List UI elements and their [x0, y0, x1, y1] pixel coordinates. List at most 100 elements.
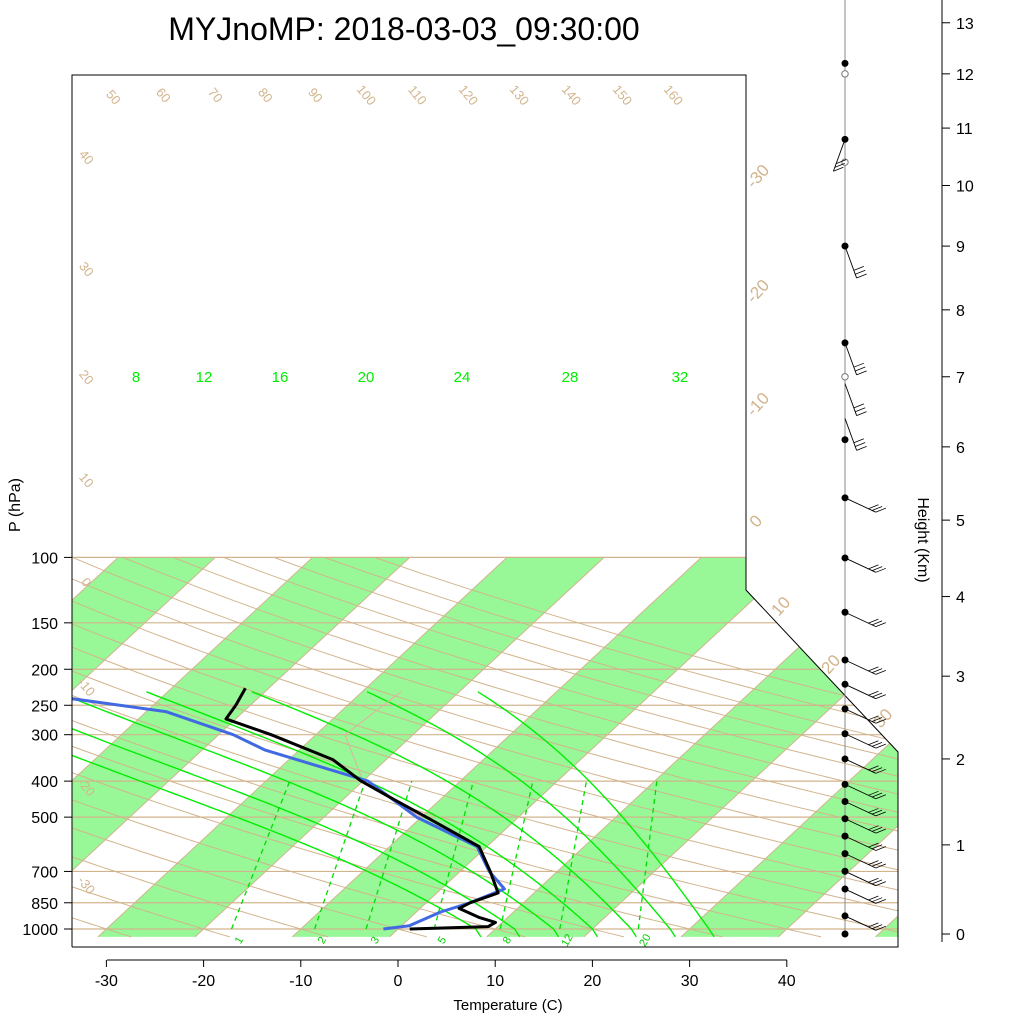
- dry-adiabat: [273, 556, 898, 938]
- moist-adiabat-label: 32: [672, 369, 689, 386]
- x-tick-label: 40: [778, 973, 796, 990]
- wind-barb-feather: [853, 362, 864, 368]
- isotherm-band: [0, 557, 21, 936]
- moist-adiabat: [146, 691, 599, 938]
- moist-adiabat: [366, 691, 676, 938]
- height-tick-label: 13: [956, 16, 974, 33]
- wind-barb-feather: [871, 742, 883, 747]
- isotherm-band: [681, 557, 898, 937]
- wind-barb-feather: [836, 159, 847, 164]
- wind-barb: [844, 497, 877, 513]
- x-tick-label: -20: [192, 973, 215, 990]
- wind-barb-feather: [871, 897, 883, 903]
- dry-adiabat: [72, 556, 898, 938]
- chart-title: MYJnoMP: 2018-03-03_09:30:00: [168, 11, 639, 47]
- wind-barb-feather: [868, 690, 879, 696]
- wind-level-dot: [841, 930, 849, 938]
- dry-adiabat-label: 160: [661, 82, 686, 108]
- wind-barb-feather: [871, 717, 883, 722]
- wind-barb-feather: [868, 790, 879, 796]
- moist-adiabat-label: 20: [358, 369, 375, 386]
- wind-barb-feather: [871, 620, 883, 626]
- y-tick-label: 200: [31, 662, 58, 679]
- y-tick-label: 250: [31, 698, 58, 715]
- mixing-ratio-label: 12: [559, 932, 576, 949]
- isotherm-line: [72, 557, 313, 938]
- wind-barb-feather: [875, 828, 886, 834]
- wind-barb-feather: [871, 861, 883, 867]
- wind-barb-feather: [868, 740, 879, 746]
- isotherm-line: [72, 557, 411, 938]
- wind-level-dot: [841, 436, 849, 444]
- dry-adiabat-label: -30: [75, 873, 99, 897]
- y-tick-label: 1000: [22, 922, 58, 939]
- wind-barb-feather: [868, 618, 879, 624]
- mixing-ratio-line: [559, 781, 588, 930]
- dry-adiabat-label: 20: [76, 367, 97, 388]
- wind-barb-feather: [875, 743, 886, 749]
- wind-barb-feather: [868, 895, 879, 901]
- moist-adiabat-label: 16: [272, 369, 289, 386]
- isotherm-label: -10: [743, 389, 774, 420]
- wind-barb-feather: [853, 265, 864, 271]
- moist-adiabat: [72, 691, 560, 938]
- x-tick-label: 20: [584, 973, 602, 990]
- height-tick-label: 8: [956, 303, 965, 320]
- dry-adiabat: [72, 556, 822, 938]
- mixing-ratio-label: 3: [369, 935, 382, 946]
- wind-barb-feather: [871, 792, 883, 798]
- wind-barb-feather: [871, 668, 883, 674]
- temperature-line: [224, 687, 500, 931]
- height-tick-label: 6: [956, 440, 965, 457]
- y-tick-label: 150: [31, 616, 58, 633]
- wind-barb-feather: [856, 370, 867, 376]
- wind-barb-feather: [853, 403, 864, 409]
- y-tick-label: 100: [31, 550, 58, 567]
- wind-barb: [844, 870, 877, 887]
- dry-adiabat: [223, 556, 898, 938]
- x-tick-label: -10: [289, 973, 312, 990]
- wind-barb: [844, 888, 877, 904]
- isotherm-line: [389, 557, 799, 938]
- wind-barb: [844, 683, 877, 700]
- y-tick-label: 400: [31, 774, 58, 791]
- dry-adiabat-label: 50: [103, 87, 124, 108]
- wind-barb-feather: [875, 567, 886, 573]
- wind-barb-feather: [875, 863, 886, 869]
- wind-barb-feather: [875, 669, 886, 675]
- height-tick-label: 2: [956, 752, 965, 769]
- y-tick-label: 850: [31, 896, 58, 913]
- dry-adiabat-label: 140: [559, 82, 584, 108]
- moist-adiabat-label: 28: [562, 369, 579, 386]
- height-tick-label: 0: [956, 927, 965, 944]
- wind-barb-feather: [875, 622, 886, 627]
- wind-barb-feather: [871, 566, 883, 571]
- wind-barb: [844, 611, 877, 628]
- wind-barb-feather: [875, 794, 886, 800]
- moist-adiabat: [251, 691, 637, 938]
- wind-barb-feather: [875, 768, 886, 774]
- isotherm-line: [194, 557, 605, 938]
- dry-adiabat: [72, 556, 427, 938]
- wind-barb-feather: [868, 504, 879, 510]
- isotherm-band: [72, 557, 216, 937]
- y-axis: 100 150 200 250 300 400 500 700 850 1000: [22, 550, 72, 939]
- height-tick-label: 5: [956, 513, 965, 530]
- y-tick-label: 300: [31, 728, 58, 745]
- isotherm-label: 0: [746, 511, 766, 531]
- wind-barb-feather: [868, 765, 879, 771]
- wind-barb-feather: [875, 899, 886, 904]
- wind-barb-feather: [868, 715, 879, 721]
- dry-adiabat: [173, 556, 898, 938]
- dry-adiabat: [122, 556, 898, 938]
- isotherm-line: [680, 557, 898, 938]
- dry-adiabat: [72, 556, 898, 938]
- dry-adiabat-label: 90: [305, 85, 326, 106]
- wind-barb-feather: [853, 438, 864, 444]
- wind-barb: [844, 383, 858, 416]
- moist-adiabat: [72, 691, 482, 938]
- wind-barbs: [832, 0, 886, 938]
- height-tick-label: 4: [956, 590, 965, 607]
- height-tick-label: 11: [956, 121, 973, 138]
- mixing-ratio-label: 2: [316, 935, 329, 946]
